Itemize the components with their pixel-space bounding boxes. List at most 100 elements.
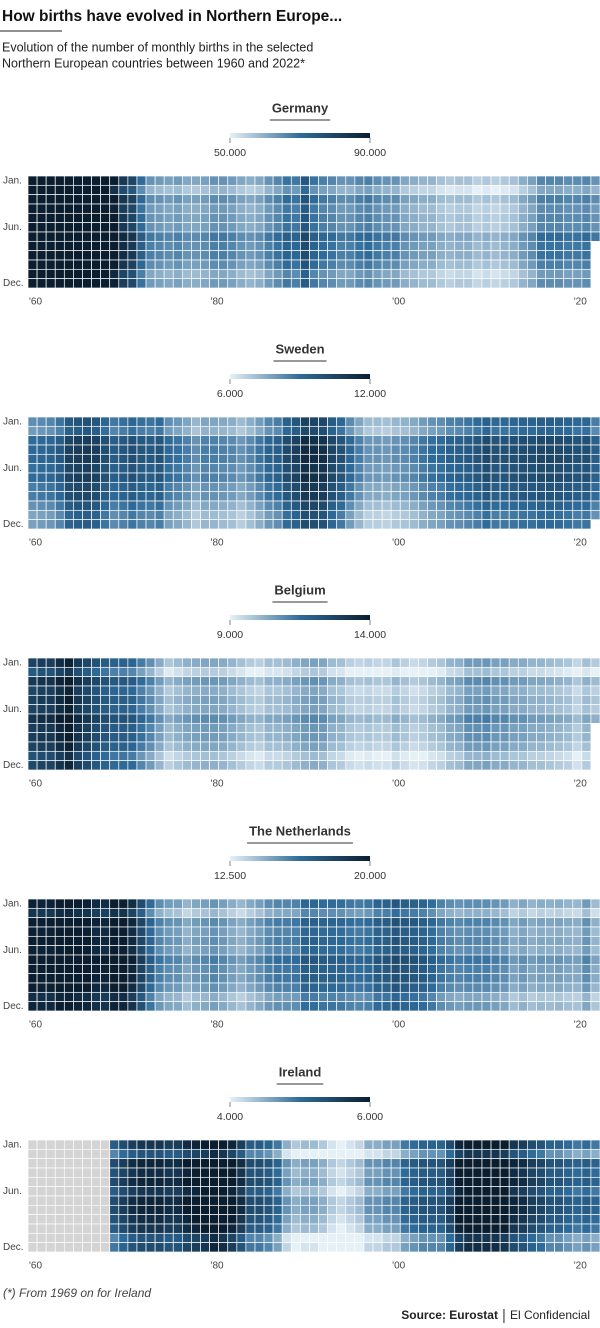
heat-cell [454,1001,465,1012]
heat-cell [408,935,419,947]
heat-cell [472,722,483,734]
heat-cell [209,509,220,521]
heat-cell [418,231,428,242]
heat-cell [436,175,447,186]
heat-cell [336,509,347,521]
heat-cell [181,1223,192,1234]
heat-cell [100,212,111,224]
heat-cell [472,453,483,465]
heat-cell [436,250,447,261]
heat-cell [245,1186,256,1197]
heat-cell [209,194,220,205]
heat-cell [354,1214,365,1225]
missing-cell [45,1176,56,1188]
heat-cell [354,1242,365,1253]
heat-cell [281,1242,292,1253]
heat-cell [354,935,365,947]
heat-cell [508,666,519,678]
heat-cell [563,472,574,483]
heat-cell [290,694,301,706]
heat-cell [281,1195,292,1206]
heat-cell [300,760,310,771]
heat-cell [436,917,447,928]
heat-cell [154,1148,165,1160]
heat-cell [154,416,165,427]
heat-cell [82,760,92,771]
heat-cell [481,175,492,186]
heat-cell [363,222,374,233]
heat-cell [118,222,129,233]
heat-cell [218,463,229,474]
heat-cell [309,250,319,261]
heat-cell [254,463,265,474]
heat-cell [545,1223,555,1234]
heat-cell [536,732,546,743]
heat-cell [345,268,356,280]
heat-cell [408,704,419,715]
heat-cell [572,657,583,668]
heat-cell [218,1176,229,1188]
heat-cell [172,732,183,743]
heat-cell [527,1195,537,1206]
heat-cell [590,472,600,483]
heat-cell [63,694,74,706]
heat-cell [263,926,274,937]
heat-cell [390,750,401,762]
heat-cell [154,1158,165,1169]
heat-cell [154,250,165,261]
heat-cell [399,1242,410,1253]
heat-cell [118,184,129,196]
heat-cell [354,982,365,993]
panel-title: The Netherlands [249,823,351,838]
heat-cell [100,463,111,474]
heat-cell [490,1176,501,1188]
heat-cell [372,704,383,715]
heat-cell [200,694,210,706]
heat-cell [327,1158,338,1169]
heat-cell [191,1139,201,1150]
heat-cell [463,982,474,993]
missing-cell [82,1223,92,1234]
heat-cell [227,704,238,715]
heat-cell [245,760,256,771]
heat-cell [227,722,238,734]
heat-cell [563,222,574,233]
heat-cell [508,732,519,743]
heat-cell [290,519,301,530]
heat-cell [327,184,338,196]
heat-cell [436,1214,447,1225]
heat-cell [363,240,374,252]
heat-cell [300,444,310,455]
heat-cell [27,212,38,224]
heat-cell [508,1148,519,1160]
heat-cell [381,194,392,205]
heat-cell [300,1232,310,1244]
heat-cell [109,694,120,706]
heat-cell [209,657,220,668]
heat-cell [163,713,174,724]
heat-cell [445,240,456,252]
heat-cell [536,1204,546,1216]
heat-cell [354,1195,365,1206]
heat-cell [399,685,410,696]
heat-cell [390,1001,401,1012]
heat-cell [372,991,383,1003]
heat-cell [418,240,428,252]
heat-cell [45,278,56,289]
heat-cell [245,657,256,668]
heat-cell [27,175,38,186]
heat-cell [399,425,410,437]
heat-cell [100,963,111,975]
heat-cell [390,240,401,252]
heat-cell [218,1167,229,1178]
heat-cell [73,212,83,224]
heat-cell [263,760,274,771]
heat-cell [63,750,74,762]
heat-cell [372,1176,383,1188]
heat-cell [390,175,401,186]
heat-cell [499,519,510,530]
heat-cell [436,732,447,743]
colorbar-label: 9.000 [217,629,243,641]
heat-cell [327,175,338,186]
heat-cell [209,935,220,947]
